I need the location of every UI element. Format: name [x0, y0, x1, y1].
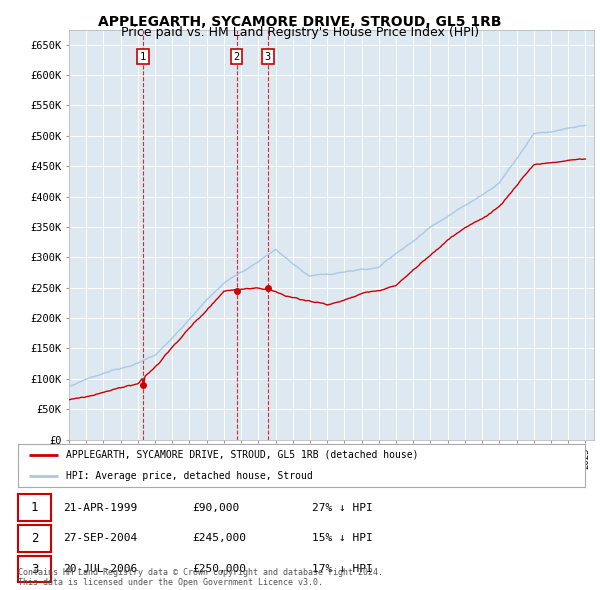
Text: 20-JUL-2006: 20-JUL-2006	[63, 564, 137, 574]
Text: £245,000: £245,000	[192, 533, 246, 543]
Text: £250,000: £250,000	[192, 564, 246, 574]
Text: 27% ↓ HPI: 27% ↓ HPI	[312, 503, 373, 513]
Text: 15% ↓ HPI: 15% ↓ HPI	[312, 533, 373, 543]
Text: Contains HM Land Registry data © Crown copyright and database right 2024.: Contains HM Land Registry data © Crown c…	[18, 568, 383, 577]
Text: 3: 3	[31, 562, 38, 576]
Text: APPLEGARTH, SYCAMORE DRIVE, STROUD, GL5 1RB: APPLEGARTH, SYCAMORE DRIVE, STROUD, GL5 …	[98, 15, 502, 29]
Text: 21-APR-1999: 21-APR-1999	[63, 503, 137, 513]
Text: APPLEGARTH, SYCAMORE DRIVE, STROUD, GL5 1RB (detached house): APPLEGARTH, SYCAMORE DRIVE, STROUD, GL5 …	[66, 450, 419, 460]
Text: This data is licensed under the Open Government Licence v3.0.: This data is licensed under the Open Gov…	[18, 578, 323, 587]
Text: 2: 2	[233, 52, 240, 62]
Text: £90,000: £90,000	[192, 503, 239, 513]
Text: Price paid vs. HM Land Registry's House Price Index (HPI): Price paid vs. HM Land Registry's House …	[121, 26, 479, 39]
Text: 1: 1	[31, 501, 38, 514]
Text: 2: 2	[31, 532, 38, 545]
Text: HPI: Average price, detached house, Stroud: HPI: Average price, detached house, Stro…	[66, 471, 313, 481]
Text: 3: 3	[265, 52, 271, 62]
Text: 1: 1	[140, 52, 146, 62]
Text: 27-SEP-2004: 27-SEP-2004	[63, 533, 137, 543]
Text: 17% ↓ HPI: 17% ↓ HPI	[312, 564, 373, 574]
